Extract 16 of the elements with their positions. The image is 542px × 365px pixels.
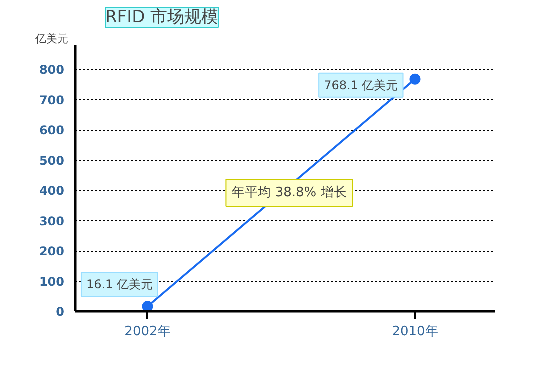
x-tick-label: 2002年	[124, 324, 171, 340]
chart-title: RFID 市场规模	[106, 8, 219, 28]
annotation: 年平均 38.8% 增长	[232, 185, 347, 200]
data-label: 768.1 亿美元	[324, 78, 398, 92]
y-tick-label: 100	[39, 274, 65, 289]
y-tick-label: 500	[39, 154, 65, 168]
y-tick-label: 800	[39, 63, 65, 78]
y-tick-label: 300	[39, 214, 65, 228]
y-tick-label: 600	[39, 124, 65, 138]
y-tick-label: 0	[56, 305, 65, 319]
y-tick-label: 200	[39, 244, 65, 259]
y-tick-label: 700	[39, 93, 65, 108]
y-tick-label: 400	[39, 184, 65, 198]
data-label: 16.1 亿美元	[86, 278, 154, 292]
y-axis-title: 亿美元	[34, 32, 68, 46]
x-tick-label: 2010年	[392, 324, 438, 340]
